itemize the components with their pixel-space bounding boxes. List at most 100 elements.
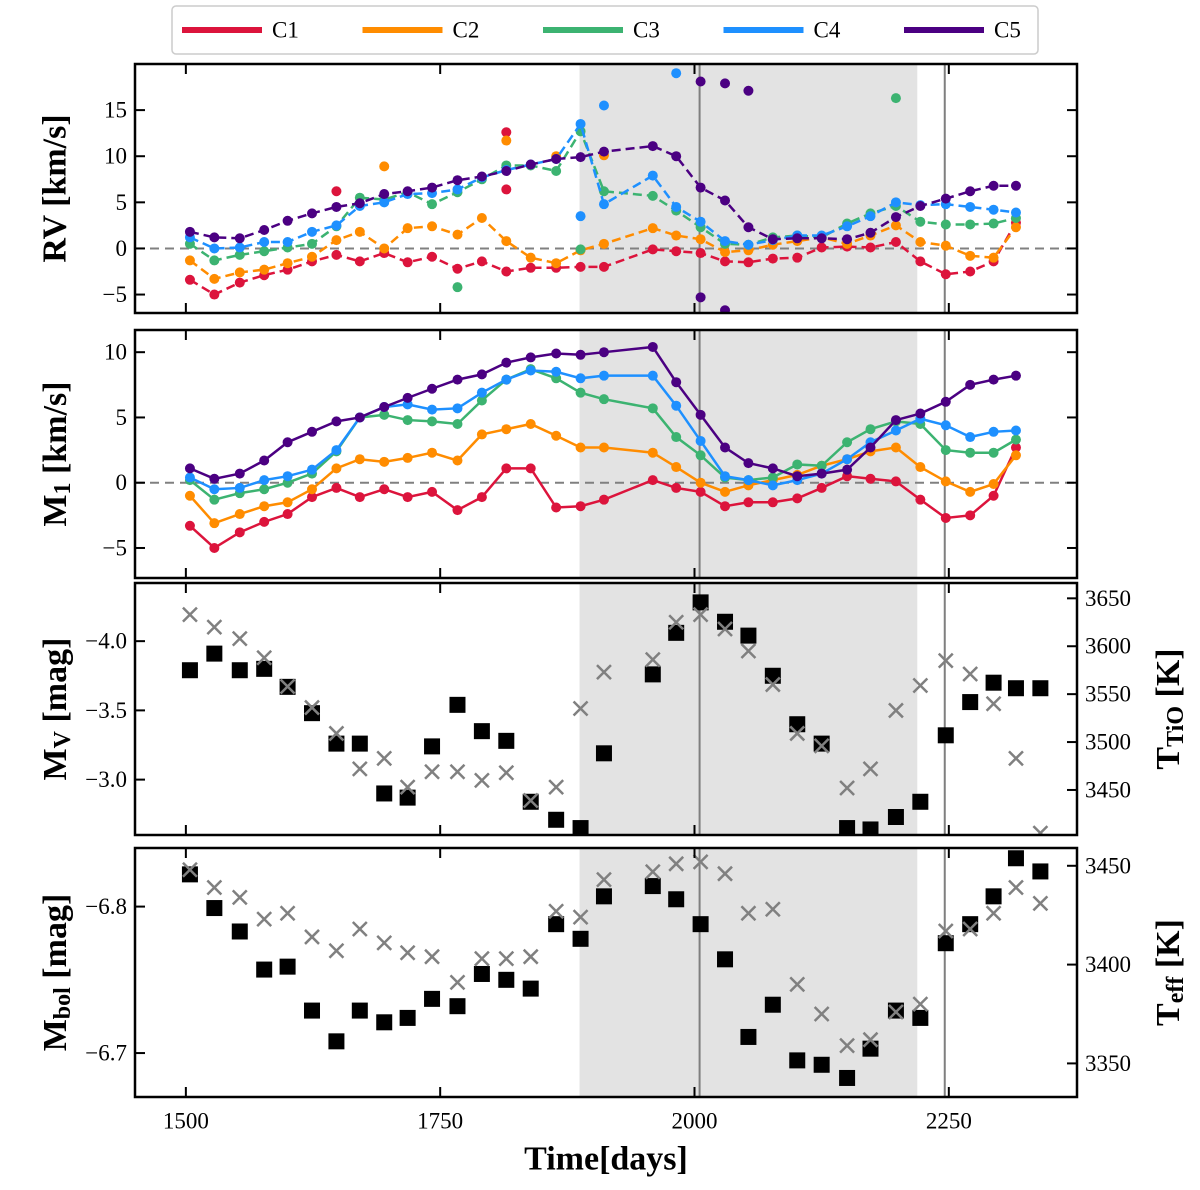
y2-axis-label-base: T (1150, 1003, 1187, 1026)
cross-marker (644, 651, 661, 668)
cross-marker (937, 652, 954, 669)
y2-axis-label-base: T (1150, 747, 1187, 770)
square-marker (717, 951, 734, 968)
cross-marker (328, 725, 345, 742)
y-tick-label: −6.7 (85, 1041, 127, 1066)
cross-marker (862, 1031, 879, 1048)
data-point (720, 501, 731, 512)
square-marker (985, 674, 1002, 691)
isolated-point (575, 244, 586, 255)
data-point (331, 201, 342, 212)
square-marker (962, 916, 979, 933)
data-point (647, 244, 658, 255)
x-tick-label: 1750 (417, 1109, 463, 1134)
data-point (965, 379, 976, 390)
data-point (598, 238, 609, 249)
square-marker (231, 923, 248, 940)
square-marker (595, 888, 612, 905)
square-marker (328, 1033, 345, 1050)
cross-marker (962, 921, 979, 937)
data-point (647, 223, 658, 234)
data-point (282, 509, 293, 520)
isolated-point (695, 76, 706, 87)
data-point (354, 412, 365, 423)
data-point (427, 383, 438, 394)
isolated-point (501, 135, 512, 146)
square-marker (692, 594, 709, 611)
data-point (965, 219, 976, 230)
data-point (647, 141, 658, 152)
data-point (695, 216, 706, 227)
data-point (598, 494, 609, 505)
y2-axis-label: TTiO [K] (1150, 648, 1190, 769)
data-point (767, 480, 778, 491)
y-tick-label: 10 (104, 340, 127, 365)
square-marker (862, 1040, 879, 1057)
data-point (598, 347, 609, 358)
data-point (865, 242, 876, 253)
data-point (940, 240, 951, 251)
cross-marker (328, 942, 345, 959)
data-point (842, 234, 853, 245)
square-marker (424, 990, 441, 1007)
square-marker (449, 696, 466, 713)
data-point (575, 349, 586, 360)
cross-marker (548, 903, 565, 920)
data-point (551, 153, 562, 164)
data-point (234, 249, 245, 260)
data-point (1010, 180, 1021, 191)
isolated-point (379, 161, 390, 172)
square-marker (813, 1056, 830, 1073)
square-marker (1032, 863, 1049, 880)
data-point (551, 165, 562, 176)
square-marker (813, 735, 830, 752)
series-line (189, 345, 1017, 481)
data-point (988, 447, 999, 458)
square-marker (764, 667, 781, 684)
cross-marker (399, 779, 416, 795)
square-marker (668, 624, 685, 641)
cross-marker (1008, 879, 1024, 896)
isolated-point (452, 282, 463, 293)
data-point (767, 234, 778, 245)
data-point (234, 242, 245, 253)
data-point (379, 484, 390, 495)
cross-marker (474, 772, 490, 789)
data-point (282, 497, 293, 508)
cross-marker (474, 950, 490, 967)
data-point (890, 415, 901, 426)
y2-axis-label-sub: eff (1163, 976, 1189, 1004)
y-tick-label: −5 (103, 535, 127, 560)
data-point (575, 261, 586, 272)
data-point (379, 189, 390, 200)
square-marker (231, 662, 248, 679)
data-point (940, 219, 951, 230)
data-point (259, 225, 270, 235)
isolated-point (890, 93, 901, 104)
cross-marker (304, 929, 320, 945)
data-point (575, 152, 586, 163)
data-point (865, 211, 876, 222)
data-point (184, 463, 195, 474)
data-point (476, 492, 487, 503)
data-point (720, 471, 731, 482)
data-point (1010, 425, 1021, 436)
data-point (743, 257, 754, 268)
data-point (940, 269, 951, 280)
y2-axis-label-sub: TiO (1163, 706, 1189, 747)
data-point (184, 520, 195, 531)
data-point (209, 273, 220, 284)
isolated-point (720, 78, 731, 89)
legend-label: C5 (994, 18, 1021, 43)
square-marker (399, 789, 416, 806)
cross-marker (256, 649, 273, 666)
data-point (234, 527, 245, 538)
data-point (259, 501, 270, 512)
cross-marker (498, 950, 515, 967)
data-point (915, 408, 926, 419)
data-point (331, 220, 342, 231)
cross-marker (985, 905, 1002, 922)
cross-marker (449, 763, 466, 780)
square-marker (181, 662, 198, 679)
